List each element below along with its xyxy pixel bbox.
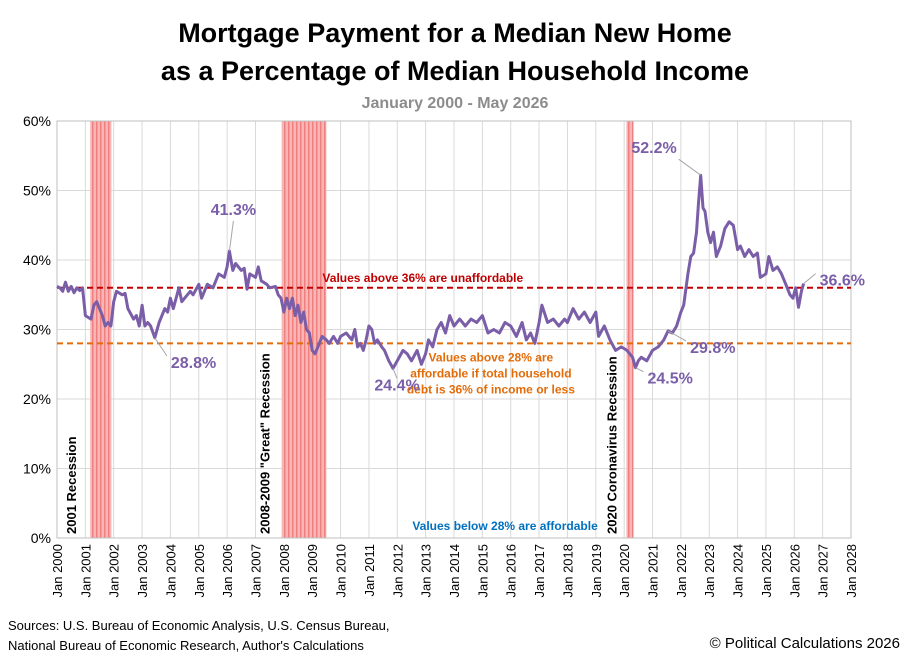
y-tick-label: 60% — [23, 113, 51, 129]
annotation: 29.8% — [690, 340, 735, 357]
x-tick-label: Jan 2016 — [504, 544, 519, 598]
sources: Sources: U.S. Bureau of Economic Analysi… — [8, 618, 390, 633]
x-tick-label: Jan 2022 — [674, 544, 689, 598]
reference-label: Values above 28% are — [428, 350, 553, 364]
x-tick-label: Jan 2021 — [646, 544, 661, 598]
affordable-note: Values below 28% are affordable — [412, 519, 598, 533]
x-tick-label: Jan 2002 — [107, 544, 122, 598]
annotation: 36.6% — [820, 273, 865, 290]
x-tick-label: Jan 2008 — [277, 544, 292, 598]
y-tick-label: 0% — [31, 530, 51, 546]
copyright: © Political Calculations 2026 — [710, 635, 900, 652]
x-tick-label: Jan 2027 — [816, 544, 831, 598]
annotation: 52.2% — [631, 140, 676, 157]
x-tick-label: Jan 2005 — [192, 544, 207, 598]
plot-border — [56, 120, 852, 539]
x-tick-label: Jan 2003 — [135, 544, 150, 598]
sources: National Bureau of Economic Research, Au… — [8, 638, 364, 653]
data-line — [56, 173, 806, 370]
annotation-leader — [154, 337, 168, 357]
annotation: 41.3% — [211, 202, 256, 219]
x-tick-label: Jan 2015 — [475, 544, 490, 598]
y-tick-label: 20% — [23, 391, 51, 407]
x-tick-label: Jan 2025 — [759, 544, 774, 598]
y-tick-label: 30% — [23, 322, 51, 338]
x-tick-label: Jan 2004 — [163, 544, 178, 598]
x-tick-label: Jan 2023 — [702, 544, 717, 598]
x-tick-label: Jan 2017 — [532, 544, 547, 598]
x-tick-label: Jan 2026 — [787, 544, 802, 598]
recession-band — [281, 121, 327, 538]
x-tick-label: Jan 2000 — [50, 544, 65, 598]
annotation-leader — [678, 158, 702, 176]
annotation-leader — [228, 220, 234, 252]
x-tick-label: Jan 2009 — [305, 544, 320, 598]
x-tick-label: Jan 2024 — [731, 544, 746, 598]
recession-label: 2001 Recession — [64, 436, 79, 534]
reference-label: Values above 36% are unaffordable — [322, 271, 523, 285]
x-tick-label: Jan 2007 — [249, 544, 264, 598]
reference-label: affordable if total household — [410, 366, 571, 380]
y-tick-label: 10% — [23, 461, 51, 477]
reference-label: debt is 36% of income or less — [407, 382, 575, 396]
y-tick-label: 40% — [23, 252, 51, 268]
annotation-leader — [667, 330, 687, 342]
annotation: 24.5% — [647, 371, 692, 388]
annotation-leader — [803, 273, 816, 285]
recession-band — [90, 121, 112, 538]
x-tick-label: Jan 2001 — [78, 544, 93, 598]
y-tick-label: 50% — [23, 183, 51, 199]
x-tick-label: Jan 2028 — [844, 544, 859, 598]
x-tick-label: Jan 2013 — [419, 544, 434, 598]
recession-band — [626, 121, 634, 538]
x-tick-label: Jan 2010 — [334, 544, 349, 598]
recession-label: 2008-2009 "Great" Recession — [258, 353, 273, 534]
x-tick-label: Jan 2019 — [589, 544, 604, 598]
annotation-leader — [635, 367, 644, 373]
x-tick-label: Jan 2011 — [362, 544, 377, 597]
x-tick-label: Jan 2014 — [447, 544, 462, 598]
recession-label: 2020 Coronavirus Recession — [604, 356, 619, 534]
chart-title: Mortgage Payment for a Median New Home — [178, 18, 732, 48]
chart-subtitle: January 2000 - May 2026 — [362, 95, 549, 112]
x-tick-label: Jan 2006 — [220, 544, 235, 598]
annotation: 24.4% — [374, 377, 419, 394]
annotation-leader — [392, 368, 398, 379]
chart-title: as a Percentage of Median Household Inco… — [161, 56, 749, 86]
x-tick-label: Jan 2018 — [560, 544, 575, 598]
x-tick-label: Jan 2012 — [390, 544, 405, 598]
annotation: 28.8% — [171, 355, 216, 372]
x-tick-label: Jan 2020 — [617, 544, 632, 598]
